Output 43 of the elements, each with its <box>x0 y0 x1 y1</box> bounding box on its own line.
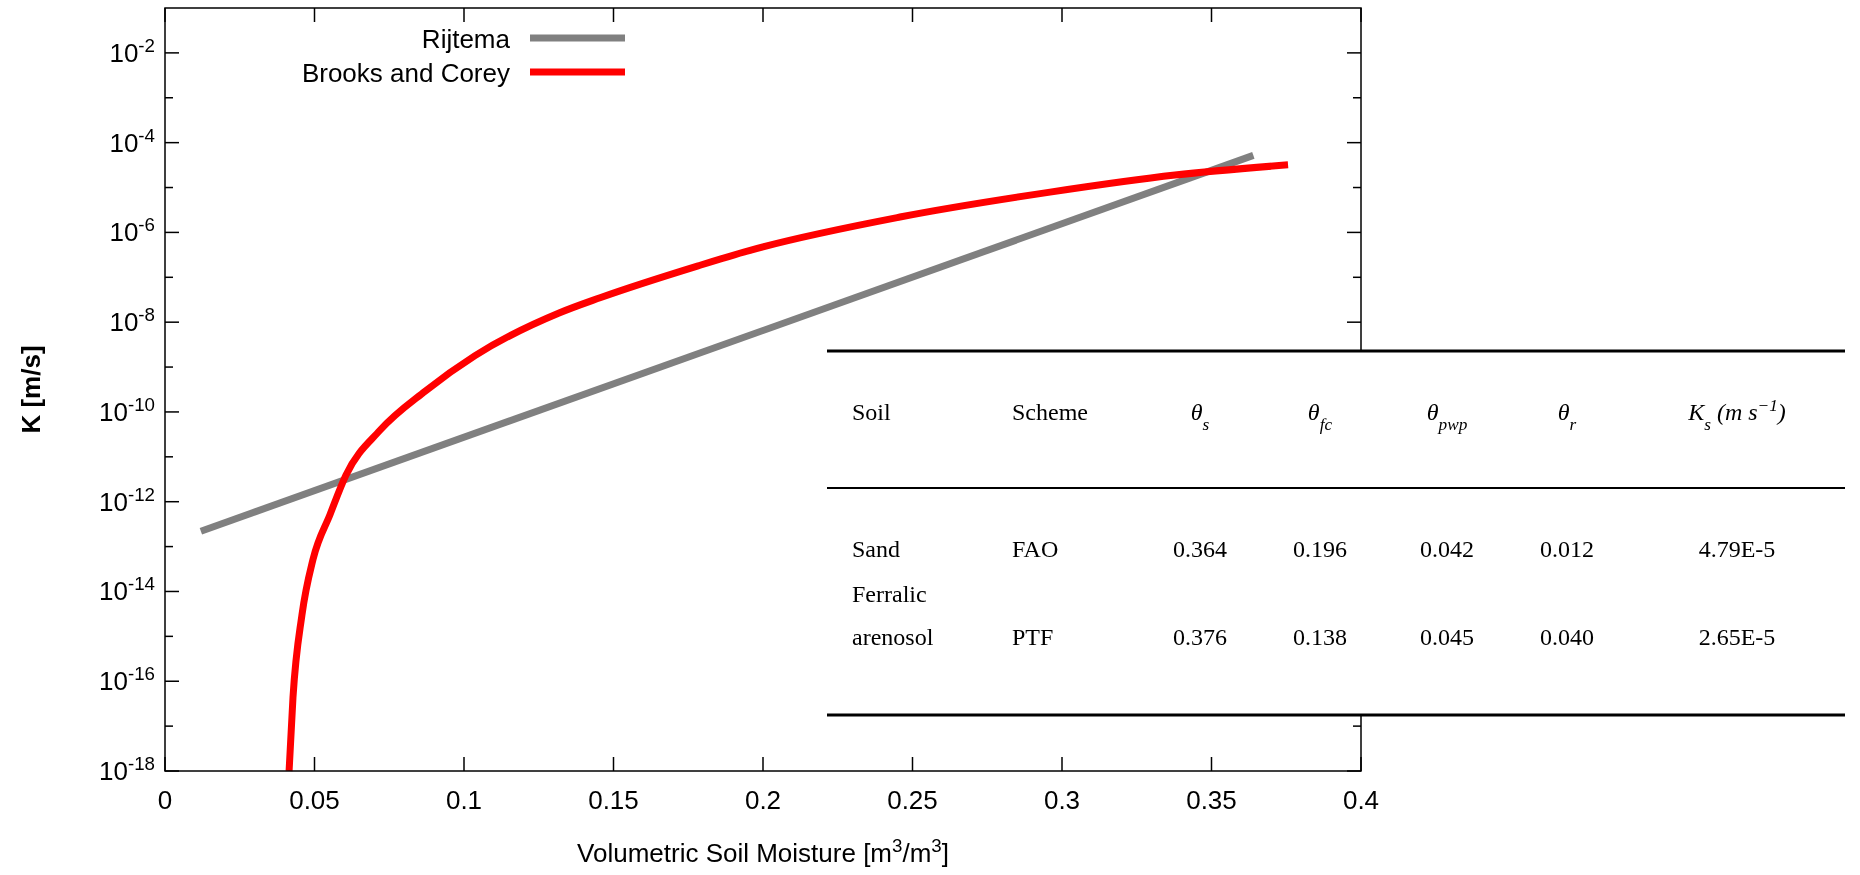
legend-label: Rijtema <box>421 24 511 54</box>
y-tick-label: 10$^{-6}$ <box>109 213 155 248</box>
x-tick-label: 0.1 <box>445 785 483 815</box>
annotation: FAO <box>1012 536 1059 562</box>
annotation: θ$_{s}$ <box>1190 399 1210 434</box>
y-tick-label: 10$^{-12}$ <box>99 483 155 517</box>
x-tick-label: 0.25 <box>887 785 938 815</box>
annotation: 0.196 <box>1293 536 1347 562</box>
annotation: 0.364 <box>1173 536 1227 562</box>
annotation: Soil <box>852 399 892 425</box>
y-tick-label: 10$^{-16}$ <box>99 662 155 697</box>
x-axis-title: Volumetric Soil Moisture [m$^{3}$/m$^{3}$] <box>577 834 949 868</box>
y-tick-label: 10$^{-18}$ <box>99 752 155 786</box>
annotation: 0.376 <box>1173 624 1227 650</box>
y-tick-label: 10$^{-10}$ <box>99 393 155 427</box>
annotation: θ$_{fc}$ <box>1307 399 1333 434</box>
annotation: Scheme <box>1012 399 1088 425</box>
text: 2.65E-5 <box>1698 624 1776 650</box>
legend-label: Brooks and Corey <box>301 58 510 88</box>
text: 0.042 <box>1420 536 1474 562</box>
text: 0.045 <box>1420 624 1474 650</box>
y-tick-label: 10$^{-4}$ <box>109 124 155 158</box>
annotation: PTF <box>1012 624 1054 650</box>
x-tick-label: 0.15 <box>588 785 639 815</box>
annotation: 0.138 <box>1293 624 1347 650</box>
text: 0.012 <box>1540 536 1594 562</box>
text: θ$_{r}$ <box>1557 399 1577 434</box>
text: 4.79E-5 <box>1698 536 1776 562</box>
y-tick-label: 10$^{-14}$ <box>99 572 155 607</box>
x-tick-label: 0.3 <box>1043 785 1081 815</box>
x-tick-label: 0.35 <box>1186 785 1237 815</box>
x-tick-label: 0.2 <box>744 785 782 815</box>
x-tick-label: 0.4 <box>1342 785 1380 815</box>
x-tick-label: 0.05 <box>289 785 340 815</box>
annotation: Ferralic arenosol <box>852 581 934 650</box>
x-tick-label: 0 <box>157 785 173 815</box>
text: 0.040 <box>1540 624 1594 650</box>
y-tick-label: 10$^{-2}$ <box>109 34 155 68</box>
y-tick-label: 10$^{-8}$ <box>109 303 155 338</box>
annotation: Sand <box>852 536 900 562</box>
y-axis-title: K [m/s] <box>16 345 46 434</box>
text: K$_{s}$ (m s$^{−1}$) <box>1687 395 1786 434</box>
text: θ$_{pwp}$ <box>1426 399 1468 434</box>
